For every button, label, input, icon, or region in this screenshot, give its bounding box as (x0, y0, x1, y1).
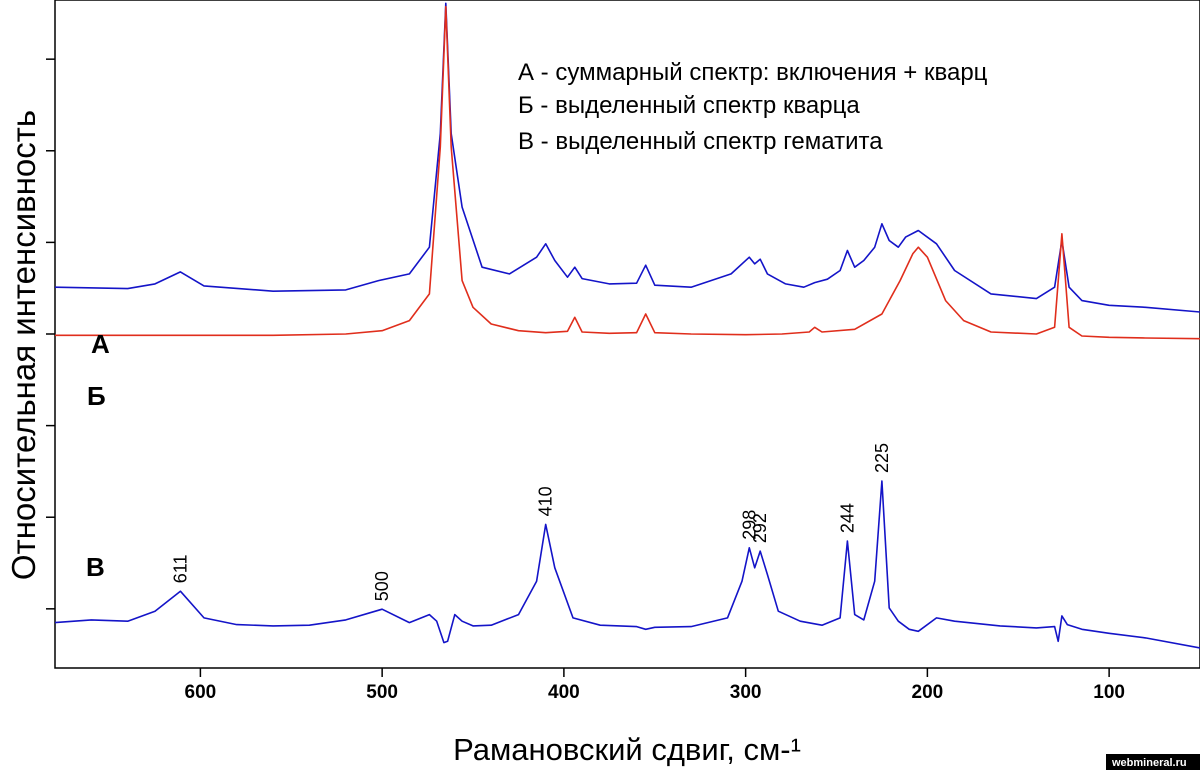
x-axis-label: Рамановский сдвиг, см-¹ (453, 732, 801, 767)
series-line-b (55, 5, 1200, 340)
axis-ticks: 600 500 400 300 200 100 (46, 58, 1125, 703)
peak-label-225: 225 (872, 443, 892, 473)
peak-label-292: 292 (750, 513, 770, 543)
legend: А - суммарный спектр: включения + кварц … (518, 59, 988, 155)
series-tag-v: В (86, 552, 105, 582)
peak-label-298: 298 (739, 510, 759, 540)
x-tick-label-100: 100 (1093, 682, 1125, 703)
peak-label-244: 244 (837, 503, 857, 533)
series-line-a (54, 2, 1200, 313)
x-tick-label-300: 300 (730, 682, 762, 703)
x-tick-label-400: 400 (548, 682, 580, 703)
peak-label-611: 611 (170, 554, 190, 583)
watermark-background (1106, 754, 1200, 770)
series-tag-a: А (91, 329, 110, 359)
series-lines (54, 2, 1200, 649)
peak-label-410: 410 (536, 486, 556, 516)
legend-entry-a: А - суммарный спектр: включения + кварц (518, 59, 988, 86)
watermark-text: webmineral.ru (1111, 757, 1187, 769)
x-tick-label-200: 200 (912, 682, 944, 703)
y-axis-label: Относительная интенсивность (5, 110, 42, 580)
peak-label-500: 500 (372, 571, 392, 601)
watermark: webmineral.ru (1106, 754, 1200, 770)
series-tag-b: Б (87, 381, 106, 411)
legend-entry-b: Б - выделенный спектр кварца (518, 92, 860, 119)
x-tick-label-500: 500 (366, 682, 398, 703)
series-line-v (54, 480, 1200, 649)
legend-entry-v: В - выделенный спектр гематита (518, 128, 883, 155)
x-tick-label-600: 600 (185, 682, 217, 703)
